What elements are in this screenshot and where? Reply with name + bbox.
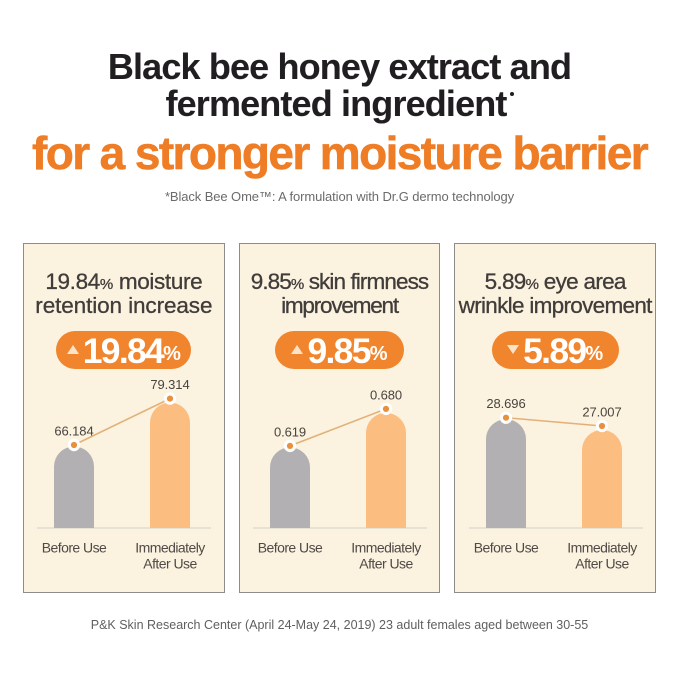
svg-text:Before Use: Before Use — [42, 540, 107, 556]
svg-text:Immediately: Immediately — [136, 540, 206, 556]
svg-text:27.007: 27.007 — [582, 405, 621, 420]
svg-text:Immediately: Immediately — [567, 540, 637, 556]
svg-text:After Use: After Use — [575, 555, 629, 571]
svg-text:28.696: 28.696 — [486, 396, 525, 411]
svg-text:Immediately: Immediately — [351, 540, 421, 556]
svg-text:After Use: After Use — [359, 555, 413, 571]
svg-text:Before Use: Before Use — [258, 540, 323, 556]
svg-text:After Use: After Use — [144, 555, 198, 571]
svg-text:0.680: 0.680 — [370, 387, 402, 402]
svg-text:Before Use: Before Use — [473, 540, 538, 556]
svg-text:66.184: 66.184 — [55, 424, 94, 439]
svg-text:79.314: 79.314 — [151, 380, 190, 392]
svg-text:0.619: 0.619 — [274, 424, 306, 439]
